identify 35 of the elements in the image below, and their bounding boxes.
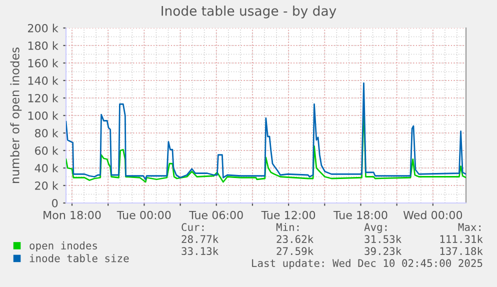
x-tick-label: Mon 18:00 xyxy=(44,210,101,220)
chart-title: Inode table usage - by day xyxy=(162,6,336,18)
x-tick-label: Tue 06:00 xyxy=(189,210,243,220)
x-tick-label: Tue 18:00 xyxy=(333,210,388,220)
y-tick-label: 0 xyxy=(52,198,58,208)
x-tick-label: Tue 12:00 xyxy=(261,210,316,220)
y-tick-label: 140 k xyxy=(28,76,58,85)
y-tick-label: 200 k xyxy=(28,24,58,32)
y-tick-label: 100 k xyxy=(28,111,58,120)
text: 33.13k xyxy=(182,246,218,256)
text: 27.59k xyxy=(276,246,314,256)
y-tick-label: 60 k xyxy=(35,146,58,155)
text: 39.23k xyxy=(364,246,402,256)
text: 137.18k xyxy=(440,246,483,256)
text: 31.53k xyxy=(364,234,402,244)
x-tick-label: Wed 00:00 xyxy=(403,210,462,220)
y-tick-label: 160 k xyxy=(28,58,58,68)
text: Avg: xyxy=(364,223,387,234)
line-series xyxy=(66,82,466,180)
y-axis-title: number of open inodes xyxy=(10,48,22,183)
y-tick-label: 180 k xyxy=(28,41,58,50)
legend-label: open inodes xyxy=(30,241,97,252)
text: 111.31k xyxy=(440,234,483,244)
legend-label: inode table size xyxy=(30,254,129,262)
text: 23.62k xyxy=(276,234,314,244)
y-tick-label: 40 k xyxy=(34,164,58,172)
x-tick-label: Tue 00:00 xyxy=(116,210,171,220)
y-tick-label: 20 k xyxy=(35,181,58,190)
text: Max: xyxy=(458,223,480,232)
text: 28.77k xyxy=(182,234,218,244)
text: Min: xyxy=(276,222,299,231)
text: Cur: xyxy=(182,223,204,232)
y-tick-label: 80 k xyxy=(35,128,58,138)
y-tick-label: 120 k xyxy=(28,94,58,102)
text: Last update: Wed Dec 10 02:45:00 2025 xyxy=(252,258,482,270)
